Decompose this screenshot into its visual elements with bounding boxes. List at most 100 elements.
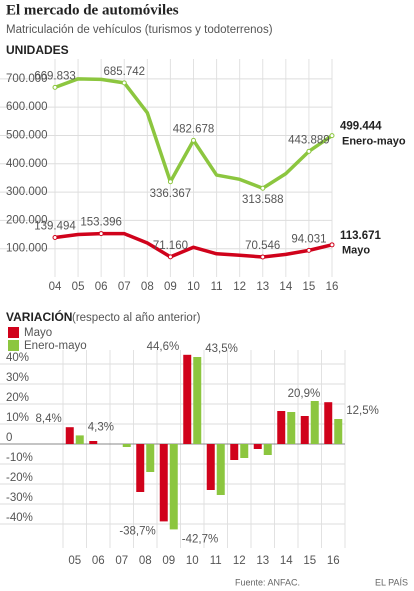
- bar: [122, 444, 131, 447]
- value-label: 4,3%: [88, 421, 114, 433]
- bar: [334, 419, 343, 444]
- value-label: 12,5%: [346, 405, 379, 417]
- bar: [310, 401, 319, 444]
- legend-label: Mayo: [24, 327, 52, 339]
- bar: [65, 427, 74, 444]
- point: [167, 254, 173, 260]
- value-label: 43,5%: [205, 343, 238, 355]
- value-label: 443.889: [288, 134, 330, 146]
- y-tick-label: 600.000: [6, 101, 48, 113]
- series-label: Mayo: [342, 245, 370, 257]
- point: [306, 148, 312, 154]
- bar: [253, 444, 262, 449]
- point: [167, 179, 173, 185]
- x-tick-label: 06: [95, 281, 108, 293]
- bar: [287, 412, 296, 444]
- y-tick-label: 200.000: [6, 214, 48, 226]
- y-tick-label: 20%: [6, 392, 29, 404]
- x-tick-label: 14: [279, 281, 292, 293]
- x-tick-label: 15: [303, 555, 316, 567]
- source: Fuente: ANFAC.: [235, 577, 300, 587]
- x-tick-label: 16: [327, 555, 340, 567]
- x-tick-label: 15: [303, 281, 316, 293]
- x-tick-label: 14: [280, 555, 293, 567]
- x-tick-label: 12: [233, 281, 246, 293]
- title: El mercado de automóviles: [6, 2, 179, 18]
- value-label: 482.678: [173, 123, 215, 135]
- y-tick-label: -20%: [6, 472, 33, 484]
- x-tick-label: 04: [49, 281, 62, 293]
- point: [260, 254, 266, 260]
- x-tick-label: 10: [187, 281, 200, 293]
- value-label: 70.546: [245, 240, 280, 252]
- credit: EL PAÍS: [375, 577, 408, 587]
- y-tick-label: 30%: [6, 372, 29, 384]
- y-tick-label: 10%: [6, 412, 29, 424]
- x-tick-label: 11: [210, 555, 222, 567]
- value-label: 44,6%: [147, 341, 180, 353]
- x-tick-label: 08: [139, 555, 152, 567]
- bar: [159, 444, 168, 522]
- x-tick-label: 16: [326, 281, 339, 293]
- x-tick-label: 12: [233, 555, 246, 567]
- y-tick-label: 700.000: [6, 73, 48, 85]
- point: [329, 133, 335, 139]
- value-label: 669.833: [34, 70, 76, 82]
- value-label: 20,9%: [288, 388, 321, 400]
- y-tick-label: 0: [6, 432, 12, 444]
- bar: [89, 441, 98, 444]
- x-tick-label: 09: [162, 555, 175, 567]
- x-tick-label: 13: [256, 281, 269, 293]
- legend-swatch: [8, 340, 19, 351]
- x-tick-label: 07: [118, 281, 131, 293]
- value-label: -42,7%: [182, 533, 218, 545]
- x-tick-label: 05: [68, 555, 81, 567]
- bar: [230, 444, 239, 460]
- y-tick-label: 300.000: [6, 186, 48, 198]
- subtitle: Matriculación de vehículos (turismos y t…: [6, 24, 273, 36]
- bar: [206, 444, 215, 490]
- x-tick-label: 11: [211, 281, 223, 293]
- chart-title: VARIACIÓN: [6, 309, 72, 324]
- point: [121, 80, 127, 86]
- y-tick-label: -30%: [6, 492, 33, 504]
- value-label: 139.494: [34, 221, 76, 233]
- bar: [263, 444, 272, 455]
- value-label: 153.396: [80, 217, 122, 229]
- value-label: 94.031: [291, 233, 326, 245]
- legend-label: Enero-mayo: [24, 340, 87, 352]
- x-tick-label: 06: [92, 555, 105, 567]
- bar: [169, 444, 178, 530]
- y-tick-label: 400.000: [6, 158, 48, 170]
- legend-swatch: [8, 327, 19, 338]
- point: [329, 242, 335, 248]
- value-label: -38,7%: [119, 525, 155, 537]
- bar: [324, 402, 333, 444]
- chart-subtitle: (respecto al año anterior): [72, 312, 201, 324]
- x-tick-label: 13: [256, 555, 269, 567]
- bar: [240, 444, 249, 458]
- x-tick-label: 05: [72, 281, 85, 293]
- x-tick-label: 10: [186, 555, 199, 567]
- bar: [193, 357, 202, 444]
- y-tick-label: 40%: [6, 352, 29, 364]
- bar: [183, 354, 192, 444]
- value-label: 313.588: [242, 194, 284, 206]
- bar: [75, 435, 84, 444]
- value-label: 71.160: [153, 240, 188, 252]
- value-label: 8,4%: [36, 413, 62, 425]
- x-tick-label: 08: [141, 281, 154, 293]
- bar: [300, 416, 309, 444]
- value-label: 685.742: [103, 66, 145, 78]
- x-tick-label: 07: [115, 555, 128, 567]
- point: [191, 137, 196, 143]
- series-label: Enero-mayo: [342, 136, 406, 148]
- value-label: 113.671: [340, 230, 382, 242]
- y-tick-label: -40%: [6, 512, 33, 524]
- y-tick-label: -10%: [6, 452, 33, 464]
- bar: [216, 444, 225, 495]
- point: [260, 185, 266, 191]
- y-tick-label: 500.000: [6, 129, 48, 141]
- x-tick-label: 09: [164, 281, 177, 293]
- bar: [277, 411, 286, 444]
